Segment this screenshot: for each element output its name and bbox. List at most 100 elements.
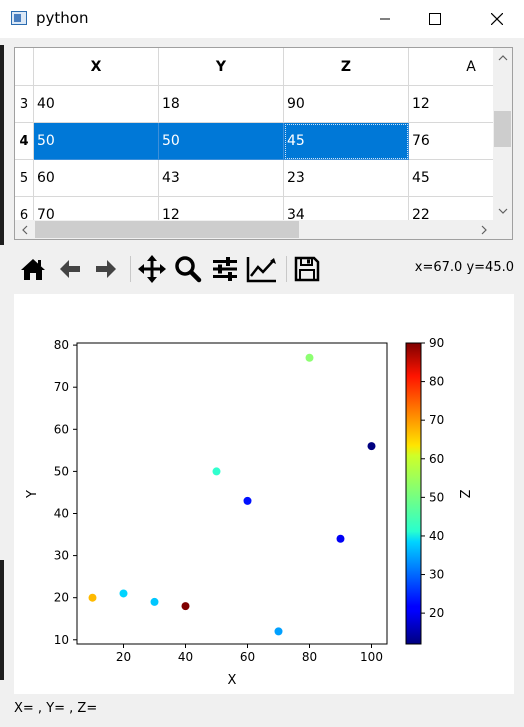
scatter-chart: 20 40 60 80 100 10 20 30 40 50 60 70 80 X Y 20 30 40 5… [25, 336, 471, 688]
colorbar-tick-label: 90 [429, 336, 444, 350]
chevron-down-icon [498, 208, 507, 214]
home-icon [21, 259, 45, 280]
scatter-point [336, 534, 345, 543]
background-window-edge [0, 45, 4, 245]
minimize-icon [380, 18, 390, 20]
edit-axis-icon [246, 257, 276, 283]
plot-canvas[interactable]: 20 40 60 80 100 10 20 30 40 50 60 70 80 X Y 20 30 40 5… [14, 294, 514, 694]
maximize-button[interactable] [412, 0, 458, 38]
row-header[interactable]: 6 [15, 197, 34, 220]
horizontal-scrollbar[interactable] [15, 220, 493, 239]
colorbar [405, 342, 422, 645]
y-tick-label: 40 [54, 506, 69, 520]
x-axis-label: X [228, 673, 237, 688]
close-icon [491, 13, 503, 25]
table-cell[interactable]: 45 [284, 123, 409, 160]
scroll-corner [493, 220, 512, 239]
table-cell[interactable]: 23 [284, 160, 409, 197]
close-button[interactable] [474, 0, 520, 38]
toolbar-separator [130, 256, 131, 282]
title-bar: python [0, 0, 524, 38]
configure-subplots-icon [213, 257, 237, 281]
save-button[interactable] [290, 252, 324, 286]
row-header[interactable]: 5 [15, 160, 34, 197]
scatter-point [88, 593, 97, 602]
table-corner-button[interactable] [15, 48, 34, 86]
scatter-point [212, 467, 221, 476]
table-cell[interactable]: 60 [34, 160, 159, 197]
forward-button[interactable] [89, 252, 123, 286]
y-tick-label: 50 [54, 464, 69, 478]
scatter-point [305, 353, 314, 362]
table-row: 5 60 43 23 45 [15, 160, 493, 197]
pan-button[interactable] [135, 252, 169, 286]
horizontal-scroll-thumb[interactable] [35, 221, 299, 238]
row-header[interactable]: 3 [15, 86, 34, 123]
table-row-selected: 4 50 50 45 76 [15, 123, 493, 160]
maximize-icon [429, 13, 441, 25]
colorbar-tick-label: 30 [429, 568, 444, 582]
scroll-up-button[interactable] [493, 48, 512, 67]
scatter-point [274, 627, 283, 636]
colorbar-tick-label: 60 [429, 452, 444, 466]
y-tick-label: 80 [54, 338, 69, 352]
table-cell[interactable]: 12 [159, 197, 284, 220]
table-cell[interactable]: 70 [34, 197, 159, 220]
scroll-down-button[interactable] [493, 201, 512, 220]
table-cell[interactable]: 76 [409, 123, 493, 160]
x-axis: 20 40 60 80 100 [116, 644, 383, 664]
home-button[interactable] [16, 252, 50, 286]
scatter-point [181, 602, 190, 611]
x-tick-label: 40 [178, 650, 193, 664]
table-row: 6 70 12 34 22 [15, 197, 493, 220]
scroll-left-button[interactable] [15, 220, 34, 239]
navigation-toolbar: x=67.0 y=45.0 [14, 248, 514, 290]
table-cell[interactable]: 22 [409, 197, 493, 220]
row-header[interactable]: 4 [15, 123, 34, 160]
y-axis: 10 20 30 40 50 60 70 80 [54, 338, 77, 647]
table-cell[interactable]: 90 [284, 86, 409, 123]
table-cell[interactable]: 12 [409, 86, 493, 123]
table-cell[interactable]: 40 [34, 86, 159, 123]
table-cell[interactable]: 34 [284, 197, 409, 220]
column-header-z[interactable]: Z [284, 48, 409, 86]
x-tick-label: 100 [360, 650, 383, 664]
vertical-scrollbar[interactable] [493, 48, 512, 220]
scatter-point [150, 597, 159, 606]
table-cell[interactable]: 45 [409, 160, 493, 197]
zoom-icon [175, 256, 202, 283]
scatter-point [119, 589, 128, 598]
window-title: python [36, 9, 89, 27]
data-table[interactable]: X Y Z A 3 40 18 90 12 4 50 50 45 76 5 [14, 47, 513, 240]
table-cell[interactable]: 50 [34, 123, 159, 160]
column-header-x[interactable]: X [34, 48, 159, 86]
minimize-button[interactable] [362, 0, 408, 38]
table-cell[interactable]: 50 [159, 123, 284, 160]
back-button[interactable] [53, 252, 87, 286]
column-header-a[interactable]: A [409, 48, 493, 86]
y-tick-label: 20 [54, 591, 69, 605]
status-bar: X= , Y= , Z= [14, 701, 98, 716]
colorbar-tick-label: 50 [429, 490, 444, 504]
configure-subplots-button[interactable] [208, 252, 242, 286]
table-cell[interactable]: 43 [159, 160, 284, 197]
vertical-scroll-thumb[interactable] [494, 111, 511, 147]
python-app-icon [11, 11, 27, 25]
table-cell[interactable]: 18 [159, 86, 284, 123]
pan-icon [138, 255, 166, 283]
x-tick-label: 80 [302, 650, 317, 664]
scroll-right-button[interactable] [474, 220, 493, 239]
table-header-row: X Y Z A [15, 48, 493, 86]
zoom-button[interactable] [171, 252, 205, 286]
x-tick-label: 20 [116, 650, 131, 664]
chevron-right-icon [481, 225, 487, 234]
plot-axes-frame [76, 342, 388, 645]
colorbar-axis: 20 30 40 50 60 70 80 90 [421, 336, 444, 620]
edit-axis-button[interactable] [245, 252, 279, 286]
y-axis-label: Y [25, 490, 40, 499]
y-tick-label: 10 [54, 633, 69, 647]
colorbar-tick-label: 40 [429, 529, 444, 543]
colorbar-tick-label: 20 [429, 606, 444, 620]
column-header-y[interactable]: Y [159, 48, 284, 86]
scatter-point [367, 442, 376, 451]
